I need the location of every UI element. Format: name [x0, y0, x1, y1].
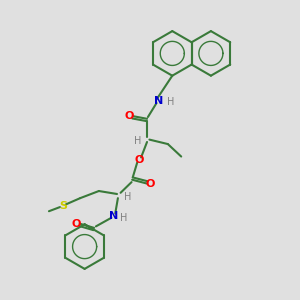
Text: O: O	[134, 154, 143, 164]
Text: H: H	[124, 192, 131, 202]
Text: O: O	[146, 178, 155, 189]
Text: H: H	[167, 98, 175, 107]
Text: O: O	[71, 219, 81, 229]
Text: N: N	[154, 96, 164, 106]
Text: H: H	[120, 213, 128, 224]
Text: N: N	[109, 211, 119, 221]
Text: O: O	[124, 111, 134, 121]
Text: H: H	[134, 136, 142, 146]
Text: S: S	[59, 201, 67, 211]
